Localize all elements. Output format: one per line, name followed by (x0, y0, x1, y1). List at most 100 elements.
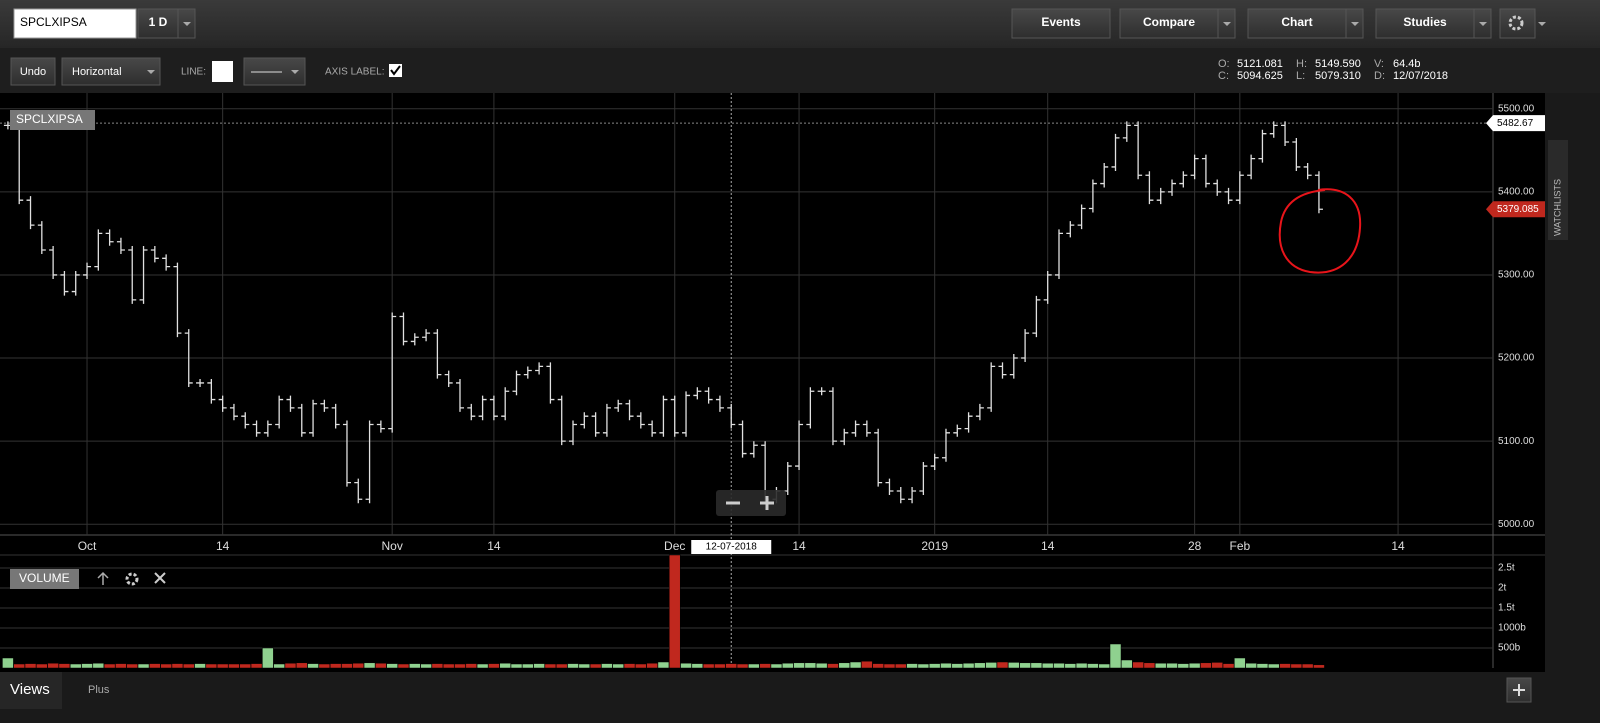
line-color[interactable] (212, 61, 233, 82)
volume-bar (194, 663, 206, 669)
volume-bar (1222, 663, 1235, 669)
price-bar (184, 329, 193, 387)
price-bar (614, 399, 623, 412)
ohlc-value: 64.4b (1393, 58, 1421, 70)
price-bar (1055, 229, 1063, 279)
volume-bar (171, 663, 184, 669)
price-bar (659, 395, 668, 437)
undo-button[interactable] (10, 57, 56, 86)
volume-bar (1075, 662, 1088, 669)
price-bar (1156, 187, 1165, 205)
x-tick-label: 14 (216, 539, 230, 553)
price-bar (795, 420, 804, 471)
ohlc-value: 5079.310 (1315, 70, 1361, 82)
price-bar (309, 399, 318, 437)
toolbar-button-text: Studies (1403, 15, 1447, 29)
axis-label-label: AXIS LABEL: (325, 67, 384, 78)
price-bar (840, 428, 849, 446)
settings-button[interactable] (1499, 8, 1536, 39)
price-bar (738, 420, 747, 458)
volume-bar (1234, 657, 1246, 669)
volume-bar (1053, 662, 1065, 669)
toolbar-button[interactable] (1375, 8, 1475, 39)
views-tab[interactable] (0, 672, 62, 709)
volume-tick-label: 2.5t (1498, 563, 1515, 574)
volume-bar (363, 662, 376, 669)
volume-bar (804, 662, 817, 669)
price-bar (467, 403, 476, 421)
volume-bar (375, 662, 387, 669)
price-bar (591, 412, 600, 437)
volume-bar (940, 662, 952, 669)
price-bar (1021, 329, 1030, 363)
price-bar (919, 462, 928, 495)
volume-bar (601, 663, 613, 669)
y-tick-label: 5100.00 (1498, 436, 1535, 447)
volume-bar (985, 662, 997, 669)
volume-bar (420, 663, 432, 669)
toolbar-button[interactable] (1011, 8, 1111, 39)
volume-bar (793, 662, 805, 669)
price-bar (715, 395, 724, 412)
toolbar-button[interactable] (1247, 8, 1347, 39)
interval-text: 1 D (149, 15, 168, 29)
volume-bar (974, 662, 986, 669)
add-button[interactable] (1506, 677, 1532, 703)
tool-select[interactable] (61, 57, 161, 86)
volume-title-tag (10, 569, 79, 589)
volume-settings-icon[interactable] (125, 572, 139, 586)
volume-bar (307, 663, 319, 669)
plus-text[interactable]: Plus (88, 684, 110, 696)
ohlc-label: O: (1218, 58, 1230, 70)
price-bar (320, 399, 329, 412)
toolbar-button[interactable] (1119, 8, 1219, 39)
price-tag (1486, 115, 1545, 132)
volume-bar (1188, 662, 1201, 669)
symbol-text: SPCLXIPSA (20, 15, 87, 29)
price-bar (896, 486, 905, 504)
volume-bar (555, 663, 568, 669)
volume-bar (770, 663, 783, 669)
y-tick-label: 5400.00 (1498, 187, 1535, 198)
price-bar (354, 478, 363, 504)
close-icon[interactable] (154, 572, 166, 584)
watchlists-tab[interactable] (1548, 140, 1568, 240)
price-bar (625, 399, 634, 421)
check-mark (390, 65, 401, 76)
dropdown-arrow (1538, 22, 1546, 26)
symbol-input[interactable] (13, 8, 137, 39)
price-bar (275, 395, 284, 429)
volume-bar (216, 663, 229, 669)
volume-bar (1098, 663, 1110, 669)
volume-bar (126, 663, 138, 669)
price-bar (489, 395, 498, 421)
line-label: LINE: (181, 67, 206, 78)
price-bar (399, 312, 408, 346)
price-bar (455, 378, 464, 412)
price-bar (60, 270, 69, 296)
price-bar (964, 412, 973, 433)
price-bar (1077, 204, 1086, 230)
volume-bar (544, 663, 557, 669)
interval-button[interactable] (137, 8, 179, 39)
price-bar (806, 387, 815, 429)
price-bar (523, 366, 532, 379)
zoom-in[interactable] (760, 496, 774, 510)
price-bar (817, 387, 826, 396)
volume-bar (578, 663, 591, 669)
price-bar (116, 237, 125, 255)
volume-bar (510, 663, 523, 669)
volume-bar (341, 663, 353, 669)
price-bar (987, 362, 996, 412)
volume-bar (567, 663, 579, 669)
price-bar (636, 412, 645, 429)
price-bar (1009, 354, 1018, 379)
move-up-icon[interactable] (97, 571, 109, 585)
volume-bar (928, 663, 941, 669)
y-tick-label: 5000.00 (1498, 519, 1535, 530)
add-icon (1513, 684, 1525, 696)
ohlc-label: D: (1374, 70, 1385, 82)
price-bar (1179, 171, 1188, 188)
price-bar (1168, 179, 1177, 196)
price-bar (998, 362, 1007, 379)
